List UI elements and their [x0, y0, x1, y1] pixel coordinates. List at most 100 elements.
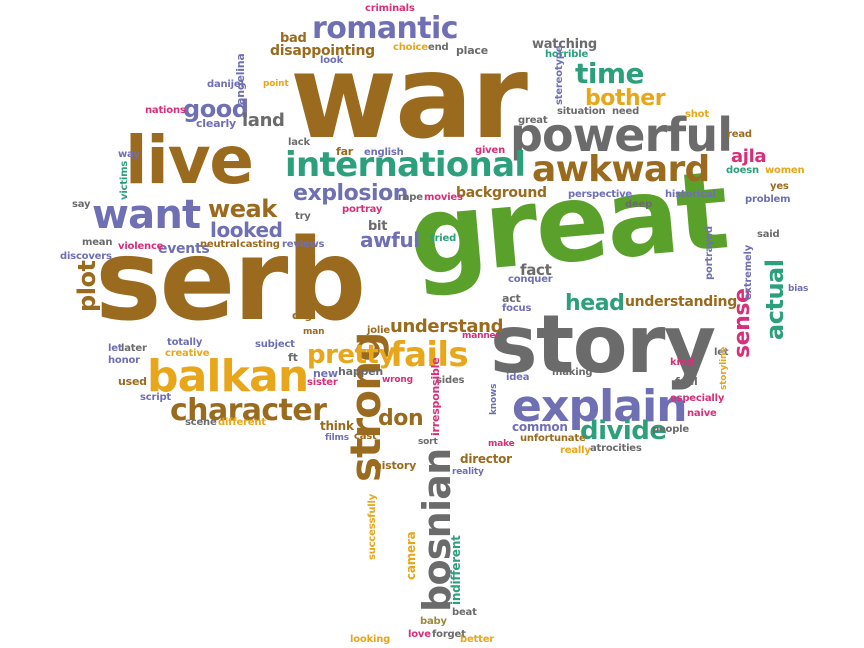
word-bit: bit — [368, 219, 388, 234]
word-unfortunate: unfortunate — [520, 433, 586, 444]
word-later: later — [121, 343, 147, 354]
word-focus: focus — [502, 303, 532, 314]
word-irresponsible: irresponsible — [429, 357, 442, 436]
word-sort: sort — [418, 437, 438, 447]
word-understand: understand — [390, 316, 504, 337]
word-lack: lack — [288, 137, 310, 148]
word-making: making — [552, 367, 593, 378]
word-movies: movies — [424, 192, 463, 203]
word-successfully: successfully — [367, 493, 378, 560]
word-historical: historical — [665, 189, 716, 200]
word-subject: subject — [255, 339, 295, 350]
word-cast: cast — [354, 431, 377, 442]
word-director: director — [460, 452, 512, 466]
word-reality: reality — [452, 467, 484, 477]
word-mean: mean — [82, 237, 113, 248]
word-background: background — [456, 185, 547, 201]
word-rape: rape — [398, 192, 423, 203]
word-beat: beat — [452, 607, 477, 618]
word-time: time — [575, 57, 644, 90]
word-deep: deep — [625, 199, 653, 210]
word-reviews: reviews — [282, 239, 325, 250]
word-storyline: storyline — [719, 346, 729, 390]
word-balkan: balkan — [147, 351, 309, 402]
word-act: act — [502, 292, 521, 305]
word-try: try — [295, 211, 311, 222]
word-honor: honor — [108, 355, 140, 366]
word-shot: shot — [685, 109, 709, 120]
word-think: think — [320, 419, 354, 433]
word-manner: manner — [462, 331, 500, 341]
word-people: people — [652, 424, 689, 435]
word-scene: scene — [185, 417, 217, 428]
word-romantic: romantic — [312, 11, 458, 46]
word-looked: looked — [210, 218, 283, 242]
word-place: place — [456, 44, 488, 57]
word-way: way — [118, 149, 140, 160]
word-sister: sister — [307, 377, 338, 388]
word-creative: creative — [165, 348, 210, 359]
word-conquer: conquer — [508, 274, 553, 285]
word-really: really — [560, 445, 591, 456]
word-org: org — [292, 309, 313, 322]
word-casting: casting — [240, 239, 280, 250]
word-yes: yes — [770, 181, 789, 192]
word-situation: situation — [557, 106, 606, 117]
word-kind: kind — [670, 357, 694, 368]
word-good: good — [183, 95, 249, 123]
word-perspective: perspective — [568, 189, 633, 200]
word-watching: watching — [532, 37, 597, 52]
word-especially: especially — [670, 393, 725, 404]
word-horrible: horrible — [545, 49, 589, 60]
word-let-right: let — [714, 347, 729, 358]
word-nations: nations — [145, 105, 186, 116]
word-script: script — [140, 392, 171, 403]
word-discovers: discovers — [60, 251, 112, 262]
word-explosion: explosion — [293, 181, 408, 206]
word-bother: bother — [585, 86, 666, 111]
word-idea: idea — [506, 372, 530, 383]
word-international: international — [285, 145, 526, 185]
word-common: common — [512, 420, 568, 434]
word-looking: looking — [350, 634, 391, 645]
word-used: used — [118, 375, 147, 388]
word-doesn: doesn — [726, 165, 759, 176]
word-films: films — [325, 433, 349, 443]
word-land: land — [242, 110, 285, 131]
word-happen: happen — [338, 365, 383, 378]
word-far: far — [336, 145, 353, 158]
word-better: better — [460, 634, 495, 645]
word-end: end — [428, 42, 449, 53]
word-women: women — [765, 165, 805, 176]
word-look: look — [320, 55, 344, 66]
word-serb: serb — [95, 216, 366, 346]
word-neutral: neutral — [200, 239, 240, 250]
word-make: make — [488, 439, 515, 449]
word-totally: totally — [167, 337, 203, 348]
word-given: given — [475, 145, 506, 156]
word-ft: ft — [288, 351, 298, 364]
word-victims: victims — [119, 160, 130, 200]
word-clearly: clearly — [196, 117, 237, 130]
word-bad: bad — [280, 31, 307, 46]
word-fails: fails — [390, 335, 469, 375]
word-say: say — [72, 199, 91, 210]
word-don: don — [378, 406, 424, 431]
word-different: different — [218, 417, 266, 428]
word-explain: explain — [512, 381, 688, 432]
word-war: war — [290, 30, 528, 165]
word-choice: choice — [393, 42, 428, 53]
word-stereotype: stereotype — [554, 45, 565, 105]
word-let: let — [108, 343, 123, 354]
word-forget: forget — [432, 629, 466, 640]
word-camera: camera — [404, 531, 418, 580]
word-history: history — [374, 459, 417, 472]
word-portray: portray — [342, 204, 383, 215]
word-feel: feel — [675, 375, 698, 388]
word-atrocities: atrocities — [590, 443, 642, 454]
word-new: new — [313, 367, 338, 380]
word-knows: knows — [489, 383, 499, 415]
word-understanding: understanding — [625, 294, 737, 310]
word-danijel: danijel — [207, 79, 244, 90]
word-point: point — [263, 79, 289, 89]
